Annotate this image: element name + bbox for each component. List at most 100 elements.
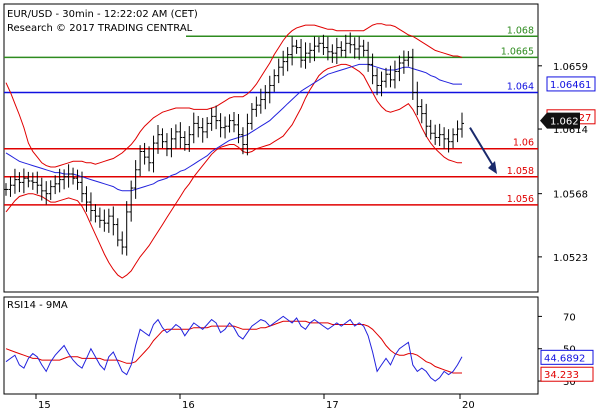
price-bar	[142, 142, 147, 165]
price-bar	[111, 206, 116, 236]
price-bar	[392, 60, 397, 89]
price-bar	[173, 124, 178, 149]
price-bar	[44, 181, 49, 205]
level-label-resistance: 1.068	[507, 25, 534, 36]
price-bar	[205, 117, 210, 139]
price-bar	[321, 34, 326, 55]
price-bar	[379, 71, 384, 97]
time-axis: 15 16 17 20	[35, 394, 475, 411]
price-bar	[21, 168, 26, 194]
price-bar	[281, 50, 286, 76]
level-label-pivot: 1.064	[507, 82, 534, 93]
price-bar	[428, 119, 433, 140]
time-axis-label: 17	[326, 400, 339, 411]
time-axis-label: 16	[182, 400, 195, 411]
price-bar	[53, 175, 58, 195]
bollinger-upper	[5, 23, 463, 168]
price-bar	[182, 131, 187, 151]
price-bar	[339, 41, 344, 57]
price-bar	[388, 65, 393, 88]
rsi-tags: 44.6892 34.233	[540, 349, 594, 382]
rsi-axis-label: 70	[563, 312, 576, 323]
level-label-support: 1.056	[507, 194, 534, 205]
last-price-label: 1.062	[550, 117, 579, 128]
price-bar	[433, 124, 438, 145]
price-bar	[187, 126, 192, 152]
price-bar	[236, 114, 241, 144]
price-bar	[357, 36, 362, 60]
price-bar	[133, 160, 138, 199]
price-bar	[290, 36, 295, 66]
price-bar	[218, 113, 223, 138]
price-bar	[8, 176, 13, 197]
price-bar	[451, 128, 456, 148]
price-bar	[62, 169, 67, 190]
price-bar	[258, 88, 263, 114]
price-bar	[330, 44, 335, 63]
price-bar	[129, 180, 134, 222]
price-bar	[48, 180, 53, 200]
chart-source: Research © 2017 TRADING CENTRAL	[7, 23, 193, 34]
price-bar	[294, 39, 299, 54]
bollinger-lower	[5, 63, 462, 279]
level-label-support: 1.058	[507, 166, 534, 177]
price-axis-label: 1.0523	[553, 253, 588, 264]
price-bar	[223, 116, 228, 139]
price-bar	[455, 120, 460, 143]
price-bar	[57, 168, 62, 193]
price-bar	[361, 39, 366, 57]
price-bar	[410, 48, 415, 100]
price-bar	[232, 112, 236, 133]
time-axis-label: 15	[38, 400, 51, 411]
price-tag-box	[546, 76, 596, 92]
price-bar	[419, 99, 424, 124]
forecast-arrow-shaft	[469, 127, 496, 170]
price-bar	[124, 201, 129, 256]
price-bar	[267, 75, 272, 104]
price-bar	[84, 186, 89, 212]
price-bar	[240, 127, 245, 155]
price-bar	[17, 172, 22, 193]
price-bar	[97, 207, 102, 228]
rsi-tag-label: 44.6892	[544, 353, 585, 364]
price-bar	[397, 55, 402, 82]
price-bar	[442, 127, 447, 149]
rsi-line	[5, 315, 463, 382]
price-bar	[209, 107, 214, 131]
price-bar	[138, 145, 143, 177]
price-bar	[39, 177, 44, 201]
price-bar	[343, 34, 348, 58]
price-bar	[348, 32, 353, 54]
rsi-tag-label: 34.233	[544, 370, 579, 381]
price-bar	[156, 124, 160, 154]
price-bar	[115, 218, 120, 247]
price-bar	[254, 96, 259, 117]
price-bar	[214, 105, 219, 130]
bollinger-bands	[5, 23, 463, 279]
rsi-tag-box	[540, 366, 594, 382]
rsi-pane-frame	[3, 296, 539, 395]
rsi-axis-label: 30	[563, 377, 576, 388]
price-bar	[316, 37, 321, 53]
rsi-lines	[5, 315, 463, 382]
price-bar	[370, 53, 375, 85]
price-bar	[4, 183, 8, 196]
price-bar	[446, 129, 451, 153]
last-price-tag	[540, 112, 580, 129]
price-bar	[352, 37, 357, 59]
rsi-ma-line	[5, 320, 462, 374]
chart-title: EUR/USD - 30min - 12:22:02 AM (CET)	[7, 9, 198, 20]
price-bar	[285, 47, 290, 72]
price-axis-label: 1.0568	[553, 190, 588, 201]
price-bar	[227, 114, 232, 133]
price-bar	[401, 50, 406, 74]
price-tag-label: 1.06461	[550, 80, 591, 91]
price-bar	[375, 68, 380, 96]
price-bar	[191, 112, 196, 144]
price-bar	[93, 204, 98, 223]
price-bar	[151, 135, 156, 173]
price-bar	[308, 42, 312, 63]
